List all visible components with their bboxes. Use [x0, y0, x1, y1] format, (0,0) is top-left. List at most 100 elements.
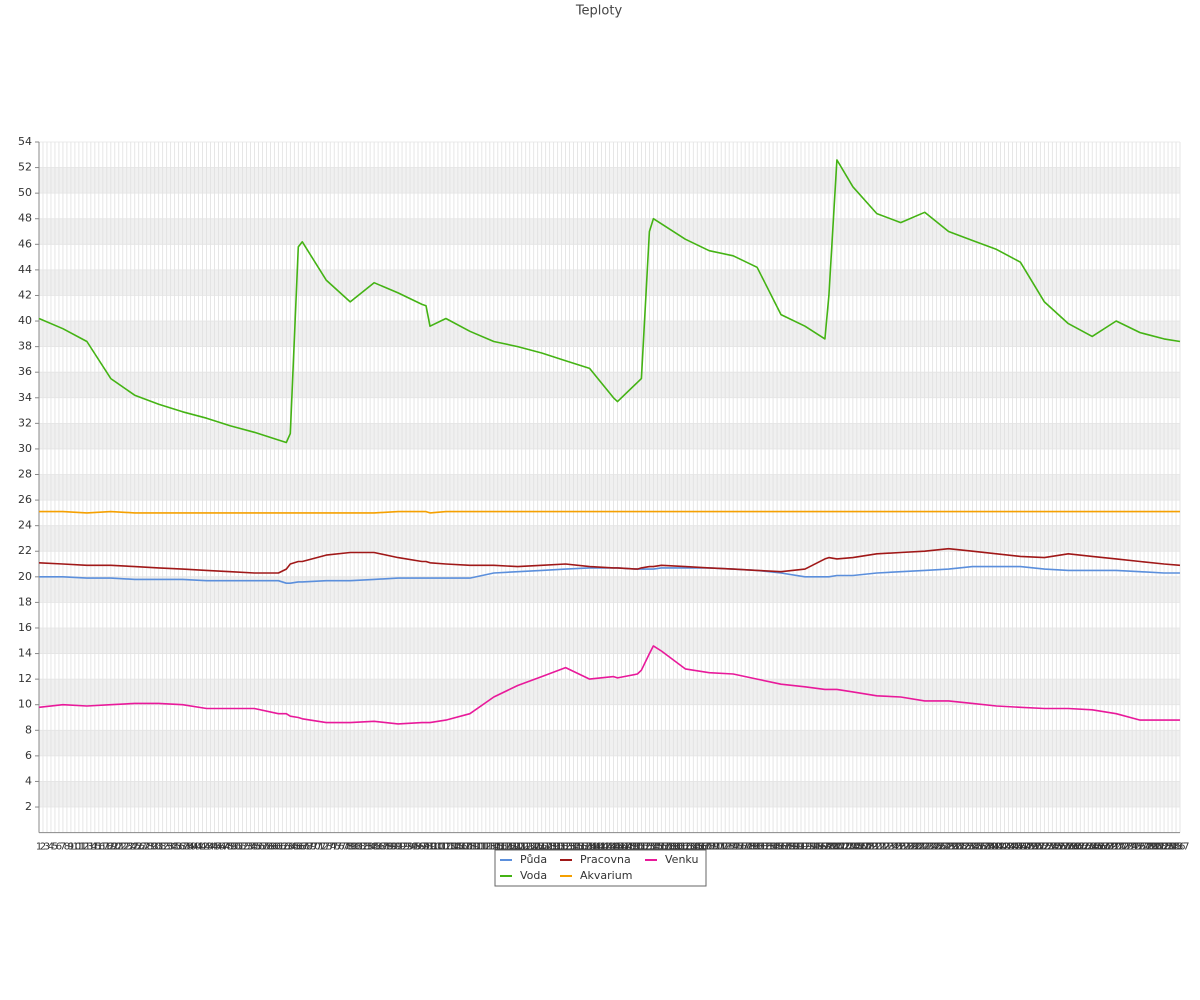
x-tick-label: 74 [324, 842, 337, 853]
x-tick-label: 201 [827, 842, 846, 853]
x-tick-label: 135 [564, 842, 583, 853]
x-tick-label: 56 [252, 842, 265, 853]
x-tick-label: 250 [1023, 842, 1042, 853]
x-tick-label: 212 [871, 842, 890, 853]
x-tick-label: 215 [883, 842, 902, 853]
x-tick-label: 107 [452, 842, 471, 853]
y-tick-label: 44 [18, 263, 32, 276]
x-tick-label: 256 [1047, 842, 1066, 853]
x-tick-label: 70 [308, 842, 321, 853]
x-tick-label: 52 [236, 842, 249, 853]
x-tick-label: 64 [284, 842, 297, 853]
x-tick-label: 83 [360, 842, 373, 853]
x-tick-label: 235 [963, 842, 982, 853]
x-tick-label: 227 [931, 842, 950, 853]
x-tick-label: 121 [508, 842, 527, 853]
legend-box [494, 849, 707, 887]
x-tick-label: 61 [272, 842, 285, 853]
x-tick-label: 216 [887, 842, 906, 853]
y-tick-label: 54 [18, 135, 32, 148]
legend-label: Akvarium [580, 869, 632, 882]
x-tick-label: 7 [60, 842, 66, 853]
x-tick-label: 173 [716, 842, 735, 853]
x-tick-label: 95 [408, 842, 421, 853]
y-tick-label: 30 [18, 442, 32, 455]
x-tick-label: 130 [544, 842, 563, 853]
x-tick-label: 149 [620, 842, 639, 853]
x-tick-label: 105 [444, 842, 463, 853]
x-tick-label: 269 [1099, 842, 1118, 853]
x-tick-label: 1 [36, 842, 42, 853]
x-tick-label: 129 [540, 842, 559, 853]
x-tick-label: 231 [947, 842, 966, 853]
x-tick-label: 136 [568, 842, 587, 853]
x-tick-label: 93 [400, 842, 413, 853]
x-tick-label: 254 [1039, 842, 1058, 853]
x-tick-label: 33 [160, 842, 173, 853]
x-tick-label: 80 [348, 842, 361, 853]
x-tick-label: 145 [604, 842, 623, 853]
x-tick-label: 14 [84, 842, 97, 853]
x-tick-label: 24 [124, 842, 137, 853]
legend-label: Voda [520, 869, 547, 882]
y-tick-label: 18 [18, 595, 32, 608]
x-tick-label: 261 [1067, 842, 1086, 853]
y-tick-label: 34 [18, 391, 32, 404]
x-tick-label: 268 [1095, 842, 1114, 853]
x-tick-label: 282 [1151, 842, 1170, 853]
x-tick-label: 204 [839, 842, 858, 853]
x-tick-label: 202 [831, 842, 850, 853]
x-tick-label: 125 [524, 842, 543, 853]
x-tick-label: 34 [164, 842, 177, 853]
x-tick-label: 154 [640, 842, 659, 853]
x-tick-label: 59 [264, 842, 277, 853]
x-tick-label: 236 [967, 842, 986, 853]
x-tick-label: 3 [44, 842, 50, 853]
x-tick-label: 132 [552, 842, 571, 853]
line-series [39, 510, 1180, 514]
x-tick-label: 27 [136, 842, 149, 853]
x-tick-label: 16 [92, 842, 105, 853]
x-tick-label: 13 [81, 842, 94, 853]
x-tick-label: 134 [560, 842, 579, 853]
x-tick-label: 228 [935, 842, 954, 853]
y-tick-label: 22 [18, 544, 32, 557]
legend-label: Venku [665, 853, 698, 866]
x-tick-label: 98 [420, 842, 433, 853]
x-tick-label: 230 [943, 842, 962, 853]
x-tick-label: 271 [1107, 842, 1126, 853]
x-tick-label: 247 [1011, 842, 1030, 853]
x-tick-label: 6 [56, 842, 62, 853]
x-tick-label: 116 [488, 842, 507, 853]
x-tick-label: 92 [396, 842, 409, 853]
x-tick-label: 68 [300, 842, 313, 853]
x-tick-label: 115 [484, 842, 503, 853]
x-tick-label: 258 [1055, 842, 1074, 853]
x-tick-label: 263 [1075, 842, 1094, 853]
x-tick-label: 172 [712, 842, 731, 853]
x-tick-label: 169 [700, 842, 719, 853]
x-tick-label: 139 [580, 842, 599, 853]
x-tick-label: 112 [472, 842, 491, 853]
x-tick-label: 185 [764, 842, 783, 853]
x-tick-label: 90 [388, 842, 401, 853]
x-tick-label: 101 [428, 842, 447, 853]
x-tick-label: 184 [760, 842, 779, 853]
x-tick-label: 203 [835, 842, 854, 853]
x-tick-label: 12 [77, 842, 90, 853]
x-tick-label: 279 [1139, 842, 1158, 853]
x-tick-label: 60 [268, 842, 281, 853]
y-tick-label: 16 [18, 621, 32, 634]
x-tick-label: 178 [736, 842, 755, 853]
x-tick-label: 165 [684, 842, 703, 853]
x-tick-label: 229 [939, 842, 958, 853]
x-tick-label: 168 [696, 842, 715, 853]
x-tick-label: 193 [795, 842, 814, 853]
x-tick-label: 167 [692, 842, 711, 853]
x-tick-label: 209 [859, 842, 878, 853]
x-tick-label: 73 [320, 842, 333, 853]
x-tick-label: 196 [807, 842, 826, 853]
x-tick-label: 114 [480, 842, 499, 853]
x-tick-label: 88 [380, 842, 393, 853]
x-tick-label: 28 [140, 842, 153, 853]
